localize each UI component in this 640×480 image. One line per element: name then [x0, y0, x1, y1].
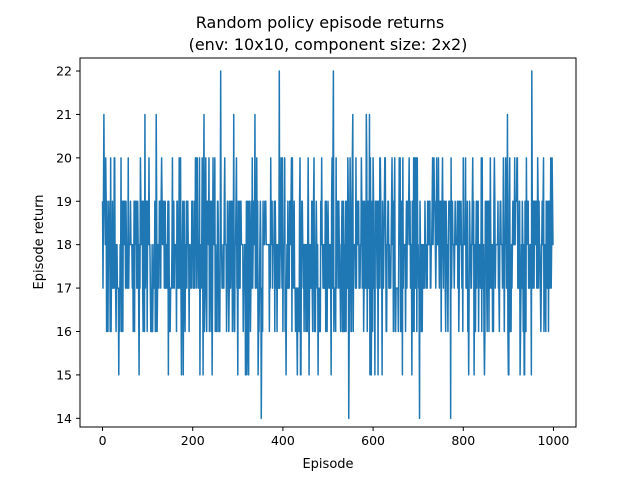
x-tick-label: 800	[451, 433, 475, 448]
x-tick-label: 400	[271, 433, 295, 448]
x-tick-label: 0	[99, 433, 107, 448]
series-line	[101, 70, 554, 420]
x-axis-label: Episode	[302, 457, 353, 472]
y-tick-label: 19	[56, 194, 72, 209]
x-tick-label: 1000	[538, 433, 570, 448]
x-tick-label: 600	[361, 433, 385, 448]
plot-frame	[79, 57, 577, 428]
chart-title-line1: Random policy episode returns	[196, 13, 444, 32]
y-tick-label: 20	[56, 150, 72, 165]
chart-title-line2: (env: 10x10, component size: 2x2)	[189, 35, 468, 54]
y-tick-label: 21	[56, 107, 72, 122]
y-tick-label: 15	[56, 367, 72, 382]
y-tick-label: 17	[56, 281, 72, 296]
y-axis: 14 15 16 17 18 19 20 21 22	[56, 64, 80, 426]
x-tick-label: 200	[181, 433, 205, 448]
y-tick-label: 22	[56, 64, 72, 79]
x-axis: 0 200 400 600 800 1000	[99, 427, 570, 448]
y-axis-label: Episode return	[32, 195, 47, 290]
y-tick-label: 14	[56, 411, 72, 426]
series-layer	[101, 70, 554, 420]
y-tick-label: 18	[56, 237, 72, 252]
y-tick-label: 16	[56, 324, 72, 339]
